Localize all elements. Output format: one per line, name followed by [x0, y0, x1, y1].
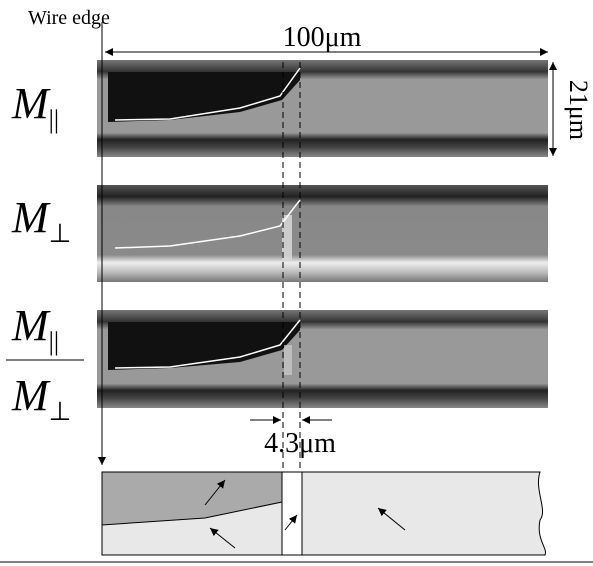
height-label: 21μm — [564, 80, 593, 140]
panel-label: M⊥ — [11, 371, 71, 426]
subscript: ⊥ — [49, 219, 72, 248]
symbol: M — [11, 371, 51, 420]
image-panel — [97, 60, 548, 157]
schematic — [101, 471, 546, 556]
panel-label: M|| — [11, 301, 59, 356]
subscript: ⊥ — [49, 397, 72, 426]
length-label: 100μm — [283, 22, 362, 53]
symbol: M — [11, 193, 51, 242]
panel-label: M|| — [11, 79, 59, 134]
subscript: || — [49, 105, 59, 134]
symbol: M — [11, 79, 51, 128]
wall-width-label: 4.3μm — [264, 428, 336, 459]
symbol: M — [11, 301, 51, 350]
panel-label: M⊥ — [11, 193, 71, 248]
image-panel — [97, 185, 548, 282]
image-panel — [97, 310, 548, 408]
wire-edge-label: Wire edge — [28, 7, 110, 29]
subscript: || — [49, 327, 59, 356]
